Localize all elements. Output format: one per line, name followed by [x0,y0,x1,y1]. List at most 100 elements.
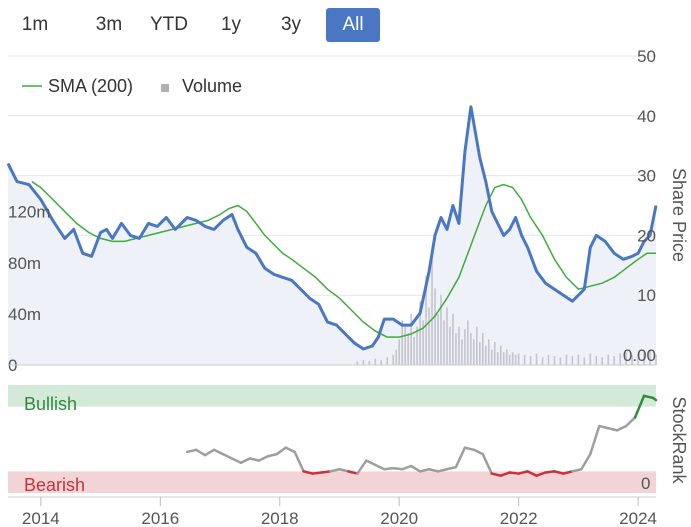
price-area-fill [8,106,656,366]
stockrank-segment [329,467,341,473]
sma-200-line [31,180,656,338]
stockrank-segment [472,448,485,456]
stockrank-segment [517,470,529,475]
price-tick-label: 20 [637,226,656,245]
range-3m-button[interactable]: 3m [95,14,123,35]
volume-bar [619,353,621,365]
volume-tick-label: 40m [8,305,41,324]
legend-volume[interactable]: Volume [182,76,242,96]
stockrank-segment [642,394,655,400]
bullish-zone [8,385,656,407]
volume-bar [374,358,377,365]
volume-bar [473,339,475,365]
range-1y-button[interactable]: 1y [220,14,242,35]
price-tick-label: 40 [637,107,656,126]
stockrank-zero-tick: 0 [641,474,650,493]
volume-bar [449,326,451,365]
volume-bar [601,357,604,365]
x-tick-label: 2020 [380,509,418,527]
volume-bar [440,294,442,365]
volume-bar [467,320,469,365]
bullish-label: Bullish [24,394,77,414]
stockrank-segment [589,424,601,456]
stockrank-segment [248,457,261,462]
stockrank-segment [284,446,296,454]
price-tick-label: 30 [637,167,656,186]
volume-bar [505,349,508,365]
volume-bar [416,326,418,365]
volume-bar [511,352,514,365]
stockrank-segment [383,466,395,471]
x-axis: 2014 2016 2018 2020 2022 2024 [22,497,657,527]
volume-bar [547,354,550,365]
volume-bar [637,353,639,365]
range-ytd-button[interactable]: YTD [150,14,188,35]
stockrank-segment [203,448,216,457]
volume-bar [482,333,484,365]
stockrank-segment [230,457,243,465]
volume-bar [461,339,463,365]
volume-bar [535,353,538,365]
volume-tick-label: 120m [8,203,51,222]
stockrank-panel: Bullish Bearish 0 StockRank [8,385,689,495]
volume-bar [362,359,365,365]
volume-bar [428,307,430,365]
stockrank-segment [374,463,386,471]
stockrank-segment [651,396,658,402]
stockrank-segment [445,465,458,471]
volume-bar [455,333,457,365]
volume-bar [395,349,398,365]
stockrank-segment [606,426,619,432]
legend-sma[interactable]: SMA (200) [48,76,133,96]
volume-bar [368,361,371,365]
volume-bar [458,326,460,365]
volume-bar [595,356,598,365]
stockrank-segment [535,471,547,477]
volume-bar [514,354,517,365]
x-tick-label: 2018 [261,509,299,527]
volume-bar [431,250,433,365]
volume-bar [419,301,421,365]
stockrank-segment [365,459,377,467]
price-tick-label: 10 [637,286,656,305]
stockrank-segment [418,467,431,473]
price-tick-label: 0.00 [623,346,656,365]
stockrank-line [185,394,658,477]
stockrank-axis-title: StockRank [669,396,689,484]
volume-bar [392,354,395,365]
stockrank-segment [463,446,476,452]
stockrank-segment [562,470,574,475]
volume-bar [490,349,493,365]
volume-tick-label: 80m [8,254,41,273]
stockrank-segment [526,470,538,477]
volume-bar [434,288,436,365]
x-tick-label: 2024 [619,509,657,527]
stockrank-segment [320,470,332,474]
volume-bar [559,357,562,365]
range-all-button[interactable]: All [326,8,380,42]
share-price-line [6,105,658,351]
stockrank-segment [615,424,628,432]
stockrank-segment [454,446,467,469]
volume-bar [541,357,544,365]
volume-bar [452,313,454,365]
stockrank-segment [624,416,637,428]
volume-bar [356,361,359,365]
stockrank-segment [409,464,422,473]
stockrank-segment [347,470,359,475]
stockrank-segment [571,467,583,473]
volume-bar [577,354,580,365]
stockrank-segment [257,455,270,462]
volume-bar [655,354,657,365]
stockrank-segment [544,470,556,474]
volume-bar [484,345,487,365]
range-3y-button[interactable]: 3y [280,14,302,35]
volume-bar [625,352,627,365]
volume-bar [553,356,556,365]
volume-bar [470,333,472,365]
stockrank-segment [194,448,207,457]
range-1m-button[interactable]: 1m [21,14,49,35]
stockrank-segment [293,450,305,473]
volume-bar [496,352,499,365]
stockrank-segment [499,471,511,477]
